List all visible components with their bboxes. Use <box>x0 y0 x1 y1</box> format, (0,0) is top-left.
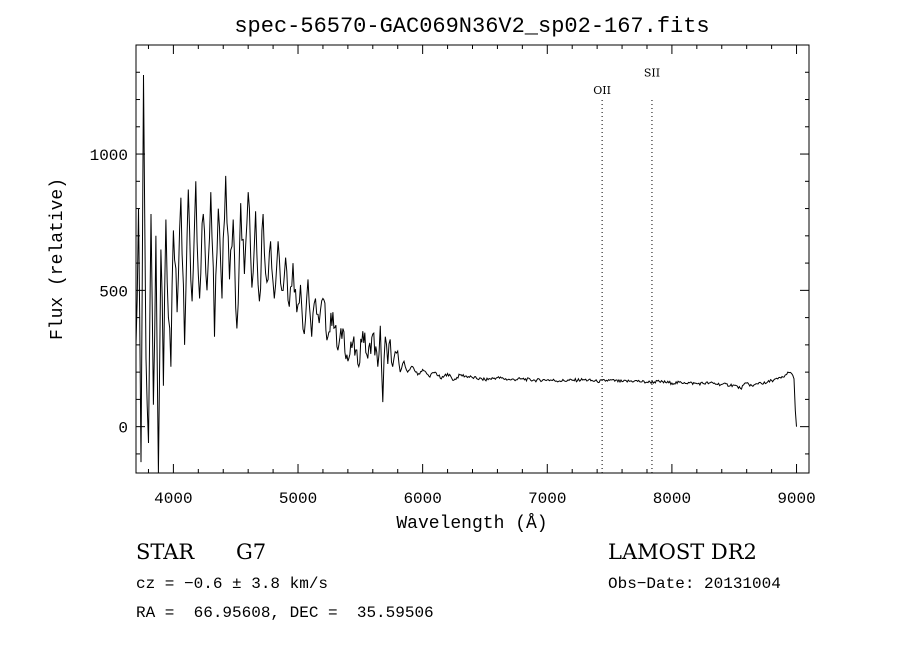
chart-title: spec-56570-GAC069N36V2_sp02-167.fits <box>234 14 709 39</box>
spectrum-line <box>135 74 797 474</box>
obs-date-text: Obs−Date: 20131004 <box>608 575 781 593</box>
y-tick-label: 500 <box>99 283 128 301</box>
annotation-label: SII <box>644 66 660 79</box>
coordinates-text: RA = 66.95608, DEC = 35.59506 <box>136 604 434 622</box>
x-axis-ticks: 4000 5000 6000 7000 8000 9000 <box>147 45 816 508</box>
y-tick-label: 1000 <box>90 147 128 165</box>
x-tick-label: 8000 <box>653 490 691 508</box>
x-tick-label: 6000 <box>403 490 441 508</box>
object-subclass: G7 <box>236 540 267 564</box>
y-axis-label: Flux (relative) <box>48 178 68 340</box>
x-axis-label: Wavelength (Å) <box>396 513 547 534</box>
survey-label: LAMOST DR2 <box>608 540 757 564</box>
x-tick-label: 9000 <box>777 490 815 508</box>
object-class: STAR <box>136 540 195 564</box>
annotation-lines: OII SII <box>593 66 660 473</box>
x-tick-label: 5000 <box>279 490 317 508</box>
plot-frame <box>135 44 810 474</box>
annotation-label: OII <box>593 84 611 97</box>
y-tick-label: 0 <box>118 420 128 438</box>
x-tick-label: 7000 <box>528 490 566 508</box>
x-tick-label: 4000 <box>154 490 192 508</box>
redshift-text: cz = −0.6 ± 3.8 km/s <box>136 575 329 593</box>
